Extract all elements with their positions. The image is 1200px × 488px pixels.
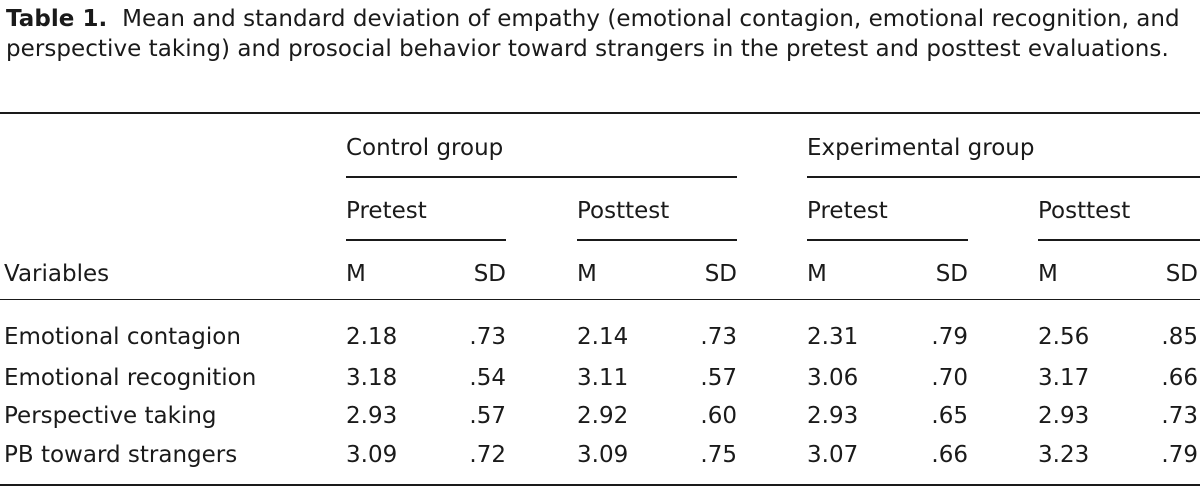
table-cell: .65 (931, 403, 968, 429)
row-label: Emotional recognition (4, 365, 257, 391)
phase-header-experimental-pretest: Pretest (807, 198, 888, 224)
phase-rule-experimental-posttest (1038, 239, 1200, 241)
stat-header: M (807, 261, 827, 287)
table-cell: .57 (700, 365, 737, 391)
phase-rule-experimental-pretest (807, 239, 968, 241)
table-header-rule (0, 299, 1200, 300)
group-header-experimental: Experimental group (807, 135, 1035, 161)
phase-header-control-pretest: Pretest (346, 198, 427, 224)
phase-header-control-posttest: Posttest (577, 198, 670, 224)
table-label: Table 1. (6, 6, 108, 32)
table-cell: .70 (931, 365, 968, 391)
group-header-control: Control group (346, 135, 504, 161)
table-caption-text: Mean and standard deviation of empathy (… (6, 6, 1180, 62)
table-bottom-rule (0, 484, 1200, 486)
table-cell: 2.14 (577, 324, 629, 350)
table-cell: .57 (469, 403, 506, 429)
table-cell: 2.31 (807, 324, 859, 350)
stat-header: M (1038, 261, 1058, 287)
table-cell: .60 (700, 403, 737, 429)
stat-header: SD (704, 261, 737, 287)
table-cell: 2.93 (1038, 403, 1090, 429)
group-rule-control (346, 176, 737, 178)
table-cell: .72 (469, 442, 506, 468)
phase-rule-control-pretest (346, 239, 506, 241)
row-label: PB toward strangers (4, 442, 238, 468)
table-cell: 2.93 (346, 403, 398, 429)
table-cell: .79 (1161, 442, 1198, 468)
table-cell: .66 (931, 442, 968, 468)
stat-header: SD (1165, 261, 1198, 287)
table-cell: .75 (700, 442, 737, 468)
group-rule-experimental (807, 176, 1200, 178)
phase-rule-control-posttest (577, 239, 737, 241)
table-cell: .66 (1161, 365, 1198, 391)
table-cell: .79 (931, 324, 968, 350)
table-cell: 2.92 (577, 403, 629, 429)
table-cell: 3.18 (346, 365, 398, 391)
stat-header: M (577, 261, 597, 287)
table-cell: 2.18 (346, 324, 398, 350)
table-cell: 3.09 (577, 442, 629, 468)
stat-header: M (346, 261, 366, 287)
table-top-rule (0, 112, 1200, 114)
row-label: Perspective taking (4, 403, 217, 429)
table-cell: 3.07 (807, 442, 859, 468)
table-cell: 3.17 (1038, 365, 1090, 391)
table-cell: 2.56 (1038, 324, 1090, 350)
table-cell: .73 (700, 324, 737, 350)
table-cell: .54 (469, 365, 506, 391)
table-cell: 2.93 (807, 403, 859, 429)
table-cell: 3.06 (807, 365, 859, 391)
table-cell: .85 (1161, 324, 1198, 350)
table-cell: 3.23 (1038, 442, 1090, 468)
stat-header: SD (935, 261, 968, 287)
table-cell: 3.11 (577, 365, 629, 391)
stat-header: SD (473, 261, 506, 287)
variables-header: Variables (4, 261, 110, 287)
table-cell: .73 (1161, 403, 1198, 429)
table-cell: .73 (469, 324, 506, 350)
table-caption: Table 1. Mean and standard deviation of … (6, 4, 1196, 64)
phase-header-experimental-posttest: Posttest (1038, 198, 1131, 224)
row-label: Emotional contagion (4, 324, 241, 350)
table-cell: 3.09 (346, 442, 398, 468)
